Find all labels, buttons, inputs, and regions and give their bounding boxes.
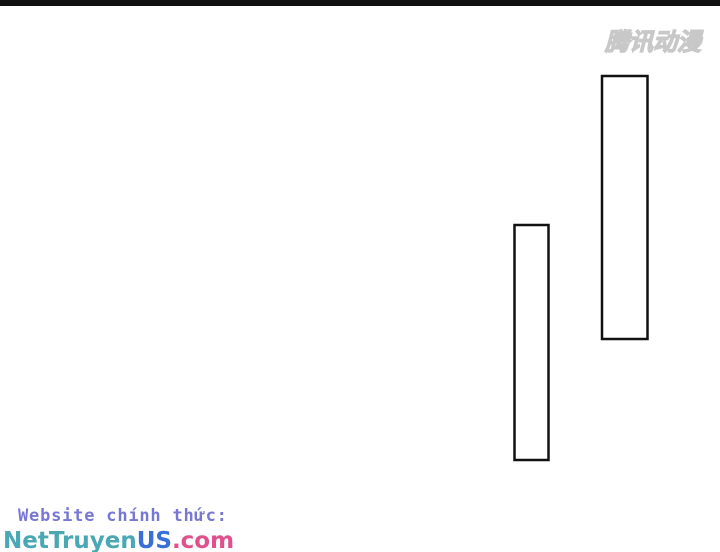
speech-box [513, 223, 550, 462]
top-border [0, 0, 720, 6]
site-domain: .com [172, 528, 234, 552]
footer-site: NetTruyenUS.com [3, 528, 234, 552]
speech-box [600, 74, 649, 341]
site-name: NetTruyen [3, 528, 137, 552]
site-region: US [137, 528, 172, 552]
source-logo: 腾讯动漫 [604, 28, 704, 56]
footer-label: Website chính thức: [18, 506, 228, 526]
